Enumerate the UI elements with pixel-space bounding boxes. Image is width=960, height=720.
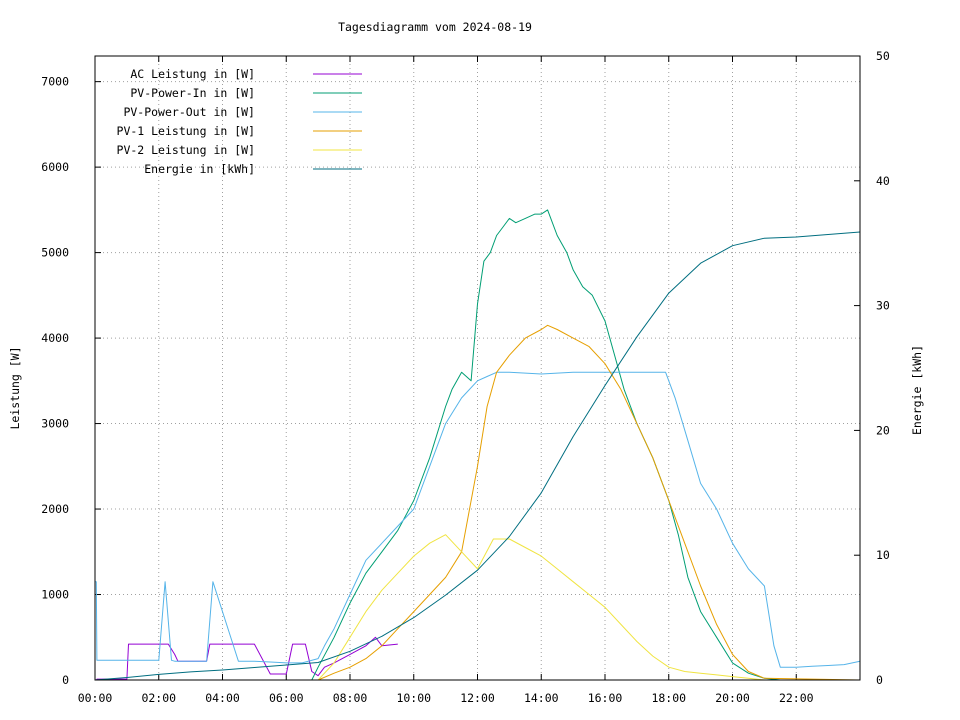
x-tick-label: 12:00 xyxy=(460,691,495,705)
x-tick-label: 14:00 xyxy=(524,691,559,705)
x-tick-label: 02:00 xyxy=(141,691,176,705)
y2-tick-label: 30 xyxy=(876,299,890,313)
x-tick-label: 18:00 xyxy=(651,691,686,705)
y-tick-label: 7000 xyxy=(41,75,69,89)
series-line-5 xyxy=(95,534,860,681)
x-tick-label: 22:00 xyxy=(779,691,814,705)
x-tick-label: 00:00 xyxy=(78,691,113,705)
y2-tick-label: 20 xyxy=(876,423,890,437)
y2-axis-label: Energie [kWh] xyxy=(910,345,924,435)
y-tick-label: 1000 xyxy=(41,588,69,602)
axes: 00:00 02:00 04:00 06:00 08:00 10:00 12:00 14:00… xyxy=(41,49,890,705)
y-tick-label: 3000 xyxy=(41,417,69,431)
x-tick-label: 04:00 xyxy=(205,691,240,705)
x-tick-label: 16:00 xyxy=(588,691,623,705)
series-line-3 xyxy=(95,371,861,668)
y2-tick-label: 10 xyxy=(876,548,890,562)
legend-label: PV-2 Leistung in [W] xyxy=(117,143,255,157)
series xyxy=(94,209,861,681)
y2-tick-label: 0 xyxy=(876,673,883,687)
legend-label: AC Leistung in [W] xyxy=(130,67,255,81)
legend-label: PV-Power-Out in [W] xyxy=(123,105,255,119)
x-tick-label: 08:00 xyxy=(333,691,368,705)
series-line-4 xyxy=(95,324,861,681)
series-line-1 xyxy=(95,636,398,681)
y-tick-label: 6000 xyxy=(41,160,69,174)
y-tick-label: 2000 xyxy=(41,502,69,516)
x-tick-label: 06:00 xyxy=(269,691,304,705)
y-tick-label: 4000 xyxy=(41,331,69,345)
legend: AC Leistung in [W] PV-Power-In in [W] PV-P… xyxy=(117,67,362,176)
x-tick-label: 10:00 xyxy=(396,691,431,705)
plot-frame xyxy=(94,55,861,681)
legend-label: PV-Power-In in [W] xyxy=(130,86,255,100)
grid xyxy=(95,56,860,680)
series-line-6 xyxy=(94,231,861,681)
y-tick-label: 0 xyxy=(62,673,69,687)
legend-label: PV-1 Leistung in [W] xyxy=(117,124,255,138)
y-tick-label: 5000 xyxy=(41,246,69,260)
legend-label: Energie in [kWh] xyxy=(144,162,255,176)
chart-title: Tagesdiagramm vom 2024-08-19 xyxy=(338,20,532,34)
x-tick-label: 20:00 xyxy=(715,691,750,705)
y2-tick-label: 50 xyxy=(876,49,890,63)
y2-tick-label: 40 xyxy=(876,174,890,188)
y-axis-label: Leistung [W] xyxy=(8,346,22,429)
